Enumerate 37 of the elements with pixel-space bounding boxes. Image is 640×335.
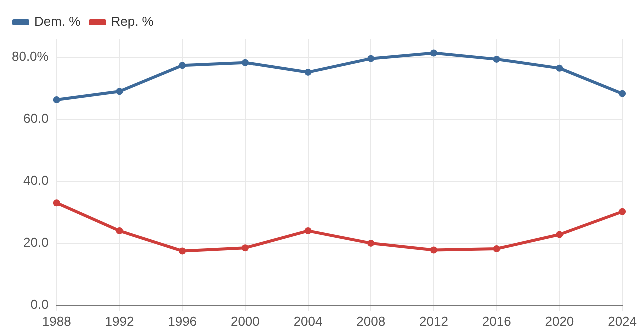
x-tick-label: 2024 — [608, 314, 637, 329]
legend-label: Dem. % — [34, 14, 82, 30]
y-tick-label: 0.0 — [30, 296, 49, 312]
x-tick-label: 2008 — [356, 314, 386, 329]
point — [493, 246, 500, 253]
x-tick-label: 2000 — [230, 314, 260, 329]
point — [304, 68, 312, 76]
x-tick-label: 1996 — [168, 314, 198, 329]
point — [304, 228, 312, 235]
y-tick-label: 20.0 — [24, 235, 49, 250]
x-tick-label: 2004 — [294, 314, 323, 329]
point — [430, 50, 438, 57]
y-tick-label: 80.0% — [12, 49, 50, 64]
point — [53, 96, 60, 104]
point — [430, 246, 438, 254]
point — [556, 64, 564, 72]
x-tick-label: 2012 — [420, 314, 448, 329]
legend-label: Rep. % — [111, 14, 154, 30]
point — [53, 200, 60, 207]
point — [179, 62, 186, 70]
point — [619, 90, 626, 98]
point — [116, 88, 124, 96]
point — [179, 248, 186, 255]
point — [368, 55, 375, 62]
point — [493, 56, 500, 63]
point — [242, 59, 249, 66]
point — [556, 231, 564, 238]
x-tick-label: 1992 — [105, 314, 134, 329]
point — [242, 244, 249, 252]
point — [368, 240, 375, 247]
x-tick-label: 1988 — [42, 314, 72, 329]
point — [619, 208, 626, 216]
point — [116, 228, 124, 235]
x-tick-label: 2020 — [545, 314, 574, 329]
y-tick-label: 40.0 — [24, 173, 49, 188]
x-tick-label: 2016 — [482, 314, 512, 329]
y-tick-label: 60.0 — [24, 111, 49, 126]
